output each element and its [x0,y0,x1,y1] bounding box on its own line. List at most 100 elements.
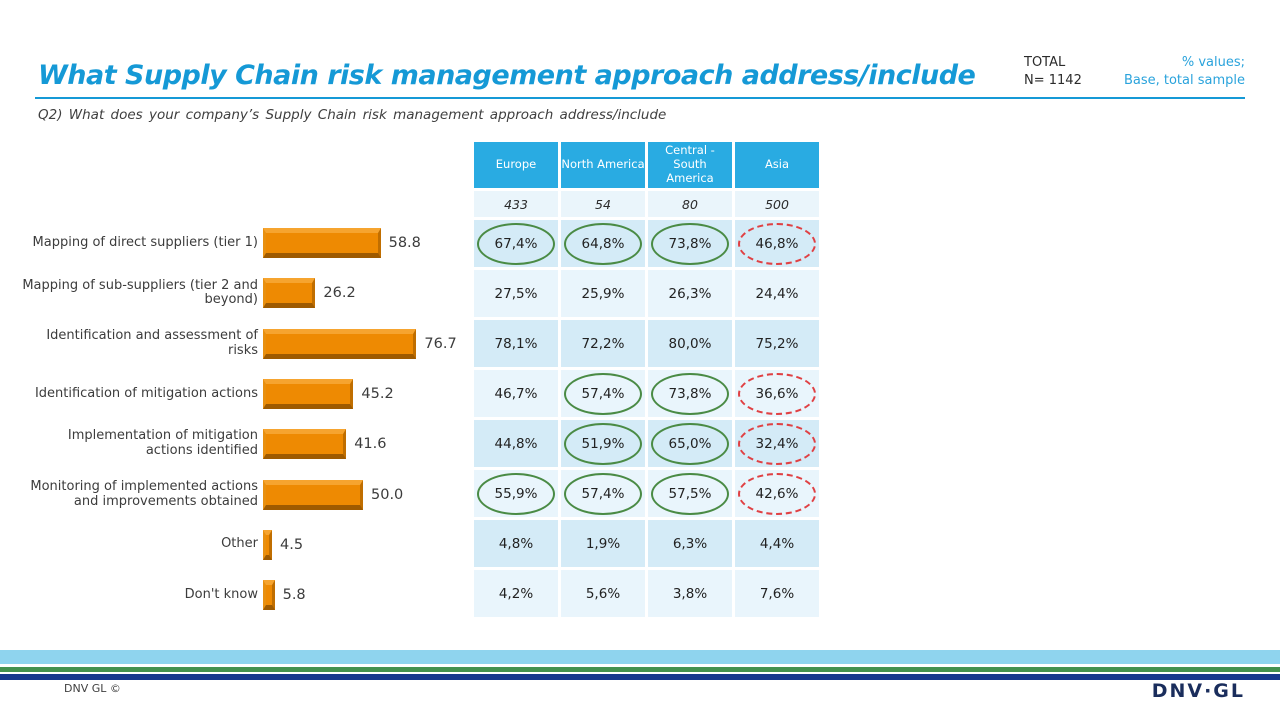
table-cell: 32,4% [735,420,819,467]
table-cell: 4,2% [474,570,558,617]
table-base-cell: 433 [474,191,558,217]
table-cell-value: 67,4% [494,235,538,252]
table-cell: 80,0% [648,320,732,367]
page-title: What Supply Chain risk management approa… [38,60,976,91]
chart-category-label: Mapping of direct suppliers (tier 1) [32,234,258,250]
copyright-text: DNV GL © [64,682,121,695]
chart-bar [263,580,275,611]
table-cell: 26,3% [648,270,732,317]
table-cell-value: 65,0% [668,435,712,452]
table-cell: 67,4% [474,220,558,267]
chart-bar-value: 5.8 [282,587,306,604]
table-cell-value: 7,6% [759,585,795,602]
table-cell-value: 57,5% [668,485,712,502]
chart-row: Monitoring of implemented actions and im… [20,469,475,519]
table-cell-value: 3,8% [672,585,708,602]
chart-bar [263,429,347,460]
chart-row: Other 4.5 [20,520,475,570]
dnv-gl-logo: DNV·GL [1151,680,1245,702]
table-cell-value: 57,4% [581,485,625,502]
question-subtitle: Q2) What does your company’s Supply Chai… [38,107,667,123]
chart-bar [263,328,417,359]
table-column-header: Europe [474,142,558,188]
chart-row: Identification of mitigation actions 45.2 [20,369,475,419]
footer-stripe-navy [0,674,1280,680]
chart-category-label: Other [221,536,258,552]
table-cell: 46,8% [735,220,819,267]
bar-chart: Mapping of direct suppliers (tier 1) 58.8… [20,218,475,620]
table-cell: 42,6% [735,470,819,517]
chart-bar [263,479,363,510]
table-cell-value: 4,8% [498,535,534,552]
chart-bar-value: 50.0 [371,486,404,503]
table-cell-value: 36,6% [755,385,799,402]
chart-row: Don't know 5.8 [20,570,475,620]
chart-row: Implementation of mitigation actions ide… [20,419,475,469]
table-cell: 73,8% [648,220,732,267]
chart-bar-value: 58.8 [388,235,421,252]
chart-row: Mapping of sub-suppliers (tier 2 and bey… [20,268,475,318]
table-cell: 72,2% [561,320,645,367]
chart-category-label: Don't know [184,586,258,602]
table-cell: 24,4% [735,270,819,317]
chart-bar-value: 26.2 [323,285,356,302]
table-cell-value: 46,8% [755,235,799,252]
chart-row: Mapping of direct suppliers (tier 1) 58.8 [20,218,475,268]
table-cell-value: 6,3% [672,535,708,552]
table-cell: 5,6% [561,570,645,617]
chart-bar-value: 41.6 [354,436,387,453]
total-sample-block: TOTAL N= 1142 [1024,54,1082,90]
chart-row: Identification and assessment of risks 76… [20,319,475,369]
table-cell: 4,4% [735,520,819,567]
chart-bar [263,529,272,560]
table-cell-value: 25,9% [581,285,625,302]
table-cell: 36,6% [735,370,819,417]
table-cell-value: 75,2% [755,335,799,352]
chart-bar-value: 76.7 [424,335,457,352]
chart-bar-value: 45.2 [361,386,394,403]
footer-stripe-lightblue [0,650,1280,664]
table-cell-value: 73,8% [668,385,712,402]
table-base-cell: 80 [648,191,732,217]
values-note-block: % values; Base, total sample [1124,54,1245,90]
table-cell-value: 51,9% [581,435,625,452]
table-base-cell: 500 [735,191,819,217]
table-cell-value: 64,8% [581,235,625,252]
table-cell-value: 42,6% [755,485,799,502]
region-table: Europe North America Central - South Ameri… [474,142,819,617]
table-cell-value: 55,9% [494,485,538,502]
table-column-header: Asia [735,142,819,188]
chart-category-label: Mapping of sub-suppliers (tier 2 and bey… [22,277,258,308]
table-cell: 44,8% [474,420,558,467]
chart-bar [263,379,354,410]
table-cell-value: 44,8% [494,435,538,452]
table-cell: 75,2% [735,320,819,367]
table-cell: 6,3% [648,520,732,567]
table-cell: 46,7% [474,370,558,417]
table-column-header: Central - South America [648,142,732,188]
table-cell: 57,4% [561,470,645,517]
table-cell-value: 72,2% [581,335,625,352]
table-cell: 1,9% [561,520,645,567]
table-cell: 73,8% [648,370,732,417]
table-cell: 3,8% [648,570,732,617]
footer-stripe-green [0,667,1280,672]
title-underline [35,97,1245,99]
values-note-line2: Base, total sample [1123,73,1245,89]
values-note-line1: % values; [1181,55,1245,70]
chart-bar [263,278,316,309]
table-base-cell: 54 [561,191,645,217]
table-cell-value: 46,7% [494,385,538,402]
chart-bar [263,228,381,259]
table-column-header: North America [561,142,645,188]
table-cell: 27,5% [474,270,558,317]
table-cell: 25,9% [561,270,645,317]
table-cell: 55,9% [474,470,558,517]
chart-bar-value: 4.5 [280,536,304,553]
table-cell-value: 24,4% [755,285,799,302]
chart-category-label: Implementation of mitigation actions ide… [67,428,258,459]
table-cell-value: 4,4% [759,535,795,552]
table-cell: 64,8% [561,220,645,267]
table-cell-value: 80,0% [668,335,712,352]
